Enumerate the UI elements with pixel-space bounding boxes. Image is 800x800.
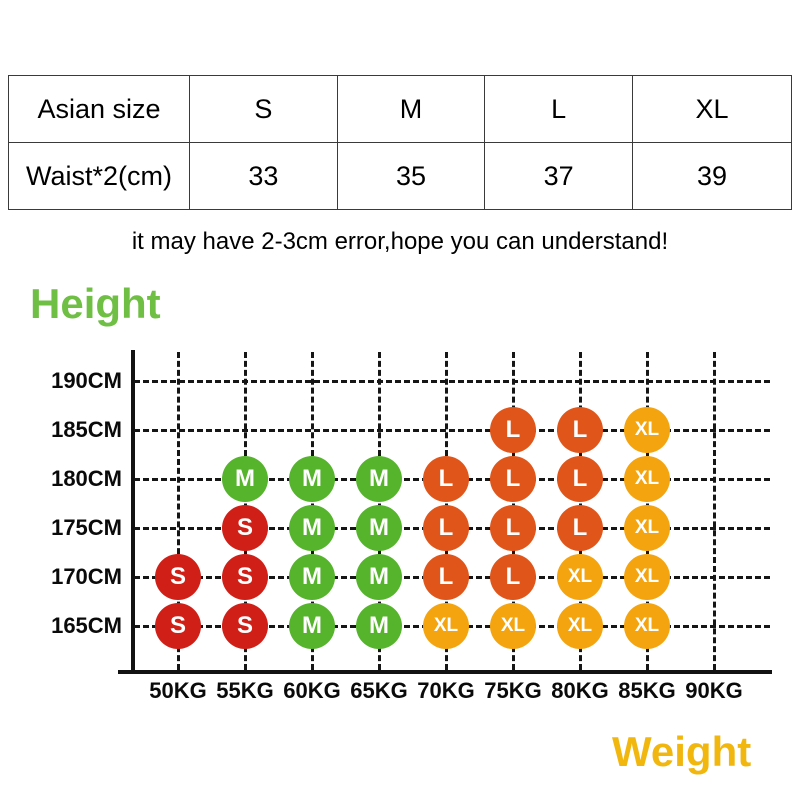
table-cell: XL [632, 75, 792, 143]
grid-line-vertical [176, 352, 180, 670]
size-dot: L [557, 505, 603, 551]
grid-line-horizontal [134, 428, 770, 432]
size-dot: XL [557, 554, 603, 600]
table-cell: L [484, 75, 634, 143]
grid-line-horizontal [134, 379, 770, 383]
size-dot: M [289, 456, 335, 502]
size-dot: L [490, 407, 536, 453]
size-table-body: Asian size S M L XL Waist*2(cm) 33 35 37 39 [8, 75, 792, 210]
size-dot: XL [624, 407, 670, 453]
x-tick-label: 85KG [618, 678, 676, 703]
x-tick-label: 50KG [149, 678, 207, 703]
x-tick-label: 90KG [685, 678, 743, 703]
table-cell: 37 [484, 142, 634, 210]
weight-axis-title: Weight [612, 728, 752, 775]
table-cell: 35 [336, 142, 486, 210]
size-dot: M [222, 456, 268, 502]
table-cell: 33 [189, 142, 338, 210]
x-tick-label: 75KG [484, 678, 542, 703]
size-dot: M [356, 505, 402, 551]
size-dot: M [289, 505, 335, 551]
table-cell: M [336, 75, 486, 143]
height-axis-title: Height [30, 280, 161, 327]
size-dot: L [423, 505, 469, 551]
size-dot: M [356, 456, 402, 502]
size-dot: L [490, 456, 536, 502]
size-dot: S [155, 554, 201, 600]
size-dot: L [490, 505, 536, 551]
size-dot: XL [490, 603, 536, 649]
size-dot: L [557, 407, 603, 453]
size-dot: XL [624, 554, 670, 600]
x-tick-label: 80KG [551, 678, 609, 703]
y-tick-label: 170CM [51, 564, 122, 589]
y-tick-label: 165CM [51, 613, 122, 638]
size-dot: S [222, 603, 268, 649]
size-table: Asian size S M L XL Waist*2(cm) 33 35 37 39 [8, 75, 792, 210]
y-axis-line [131, 350, 135, 672]
x-tick-label: 65KG [350, 678, 408, 703]
error-note: it may have 2-3cm error,hope you can und… [131, 228, 669, 255]
x-axis-line [118, 670, 772, 674]
size-dot: M [356, 603, 402, 649]
size-dot: XL [423, 603, 469, 649]
size-dot: S [155, 603, 201, 649]
size-dot: XL [624, 456, 670, 502]
size-chart: 50KG 55KG 60KG 65KG 70KG 75KG 80KG 85KG 90KG 190C… [0, 340, 800, 740]
table-row: Waist*2(cm) 33 35 37 39 [8, 142, 792, 210]
size-dot: M [289, 554, 335, 600]
size-dot: XL [624, 505, 670, 551]
y-tick-label: 185CM [51, 417, 122, 442]
x-tick-label: 60KG [283, 678, 341, 703]
size-dot: M [356, 554, 402, 600]
x-tick-label: 55KG [216, 678, 274, 703]
size-dot: S [222, 505, 268, 551]
table-row: Asian size S M L XL [8, 75, 792, 143]
x-tick-label: 70KG [417, 678, 475, 703]
table-cell: 39 [632, 142, 792, 210]
size-dot: M [289, 603, 335, 649]
size-dot: XL [557, 603, 603, 649]
table-cell: S [189, 75, 338, 143]
y-tick-label: 180CM [51, 466, 122, 491]
row-header-cell: Waist*2(cm) [8, 142, 190, 210]
y-tick-label: 190CM [51, 368, 122, 393]
size-dot: L [557, 456, 603, 502]
size-dot: S [222, 554, 268, 600]
y-tick-label: 175CM [51, 515, 122, 540]
size-dot: XL [624, 603, 670, 649]
grid-line-vertical [712, 352, 716, 670]
size-dot: L [423, 456, 469, 502]
row-header-cell: Asian size [8, 75, 190, 143]
size-dot: L [423, 554, 469, 600]
size-dot: L [490, 554, 536, 600]
